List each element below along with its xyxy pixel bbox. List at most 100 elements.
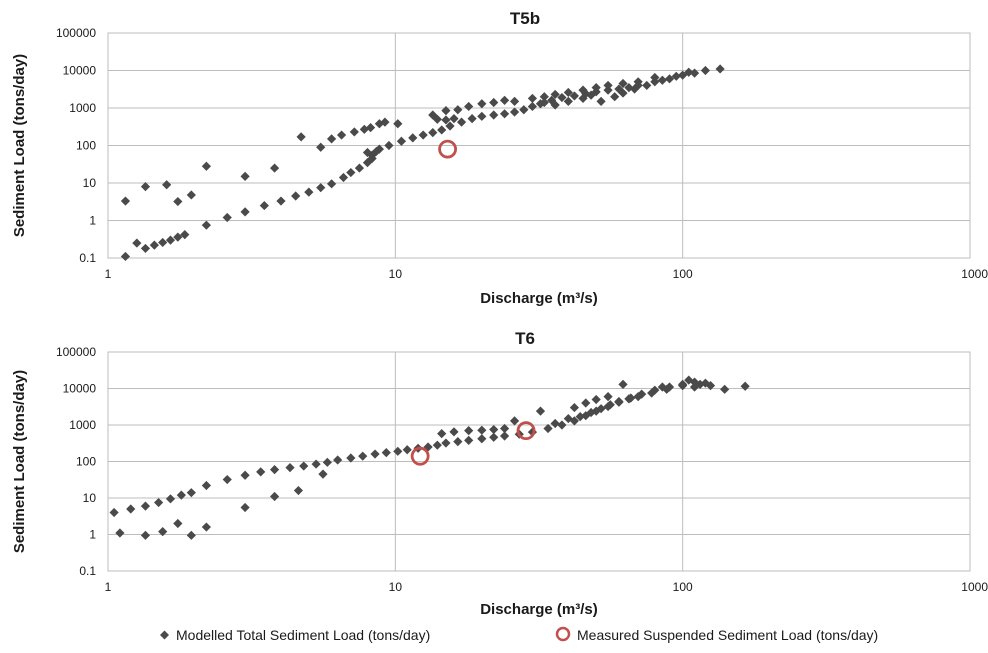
modelled-point xyxy=(499,431,510,441)
modelled-point xyxy=(269,491,280,502)
modelled-point xyxy=(201,220,211,230)
modelled-point xyxy=(149,240,159,250)
modelled-point xyxy=(326,179,337,189)
modelled-point xyxy=(120,196,131,206)
series-modelled xyxy=(109,375,750,540)
modelled-point xyxy=(140,501,151,511)
modelled-point xyxy=(269,464,280,475)
modelled-point xyxy=(402,445,412,455)
modelled-point xyxy=(158,527,168,537)
modelled-point xyxy=(173,518,183,529)
modelled-point xyxy=(449,427,459,437)
modelled-point xyxy=(222,212,232,223)
modelled-point xyxy=(657,75,667,85)
modelled-point xyxy=(365,123,376,133)
modelled-point xyxy=(591,394,601,405)
modelled-point xyxy=(509,107,520,117)
modelled-point xyxy=(140,530,151,540)
modelled-point xyxy=(557,92,567,103)
modelled-point xyxy=(477,425,487,435)
modelled-point xyxy=(299,461,309,471)
modelled-point xyxy=(408,133,418,143)
x-tick-label: 1000 xyxy=(961,267,988,281)
y-tick-label: 10 xyxy=(83,491,97,505)
modelled-point xyxy=(336,130,347,140)
modelled-point xyxy=(569,91,580,101)
modelled-point xyxy=(222,474,232,485)
modelled-point xyxy=(354,163,365,173)
modelled-point xyxy=(569,402,580,413)
x-tick-label: 1 xyxy=(105,580,112,594)
modelled-point xyxy=(362,147,373,158)
legend-measured-label: Measured Suspended Sediment Load (tons/d… xyxy=(577,627,878,643)
modelled-point xyxy=(684,375,694,385)
modelled-point xyxy=(684,67,694,77)
modelled-point xyxy=(489,110,499,120)
y-tick-label: 10 xyxy=(83,176,97,190)
modelled-point xyxy=(550,418,560,429)
y-tick-label: 1000 xyxy=(69,418,96,432)
modelled-point xyxy=(489,432,499,442)
modelled-point xyxy=(477,111,487,121)
modelled-point xyxy=(509,416,520,426)
modelled-point xyxy=(578,93,588,104)
modelled-point xyxy=(550,89,560,100)
modelled-point xyxy=(740,381,750,391)
modelled-point xyxy=(543,423,553,434)
modelled-point xyxy=(180,230,190,240)
modelled-point xyxy=(240,470,250,480)
x-axis-label: Discharge (m³/s) xyxy=(480,601,598,618)
modelled-point xyxy=(432,440,442,450)
modelled-point xyxy=(671,71,681,81)
legend: Modelled Total Sediment Load (tons/day) … xyxy=(160,626,878,643)
modelled-point xyxy=(610,92,620,102)
modelled-point xyxy=(367,153,377,164)
modelled-point xyxy=(624,394,634,404)
chart-title-t5b: T5b xyxy=(510,9,540,28)
modelled-point xyxy=(715,64,725,74)
modelled-point xyxy=(596,96,606,106)
modelled-point xyxy=(201,522,211,532)
legend-modelled-label: Modelled Total Sediment Load (tons/day) xyxy=(176,627,430,643)
modelled-point xyxy=(276,196,286,206)
modelled-point xyxy=(441,438,451,448)
modelled-point xyxy=(657,382,667,392)
modelled-point xyxy=(563,96,573,106)
modelled-point xyxy=(618,78,628,89)
y-tick-label: 0.1 xyxy=(79,251,96,265)
modelled-point xyxy=(346,167,356,178)
modelled-point xyxy=(441,115,451,125)
y-axis-label: Sediment Load (tons/day) xyxy=(11,54,28,237)
modelled-point xyxy=(695,379,705,389)
modelled-point xyxy=(256,467,266,477)
modelled-point xyxy=(359,124,369,134)
modelled-point xyxy=(499,423,510,434)
modelled-point xyxy=(456,117,467,127)
modelled-point xyxy=(603,80,613,91)
modelled-point xyxy=(371,146,382,156)
modelled-point xyxy=(477,99,487,109)
chart-panel-t6: 0.1 1 10 100 1000 10000 100000 1 10 100 1000 T6 Disc… xyxy=(11,329,988,618)
modelled-point xyxy=(333,455,343,465)
modelled-point xyxy=(527,101,538,112)
modelled-point xyxy=(326,134,337,144)
modelled-point xyxy=(173,196,183,207)
modelled-point xyxy=(311,459,321,469)
modelled-point xyxy=(240,207,250,217)
modelled-point xyxy=(186,190,196,200)
x-tick-label: 10 xyxy=(389,267,403,281)
x-tick-label: 100 xyxy=(673,580,693,594)
modelled-point xyxy=(578,85,588,95)
modelled-point xyxy=(535,99,546,109)
modelled-point xyxy=(539,92,549,102)
modelled-point xyxy=(316,142,326,152)
modelled-point xyxy=(499,95,510,105)
modelled-point xyxy=(614,84,624,94)
modelled-point xyxy=(304,187,314,197)
series-modelled xyxy=(120,64,725,262)
x-axis-label: Discharge (m³/s) xyxy=(480,290,598,307)
modelled-point xyxy=(165,494,176,504)
legend-measured-marker xyxy=(555,626,571,642)
modelled-point xyxy=(618,88,628,98)
